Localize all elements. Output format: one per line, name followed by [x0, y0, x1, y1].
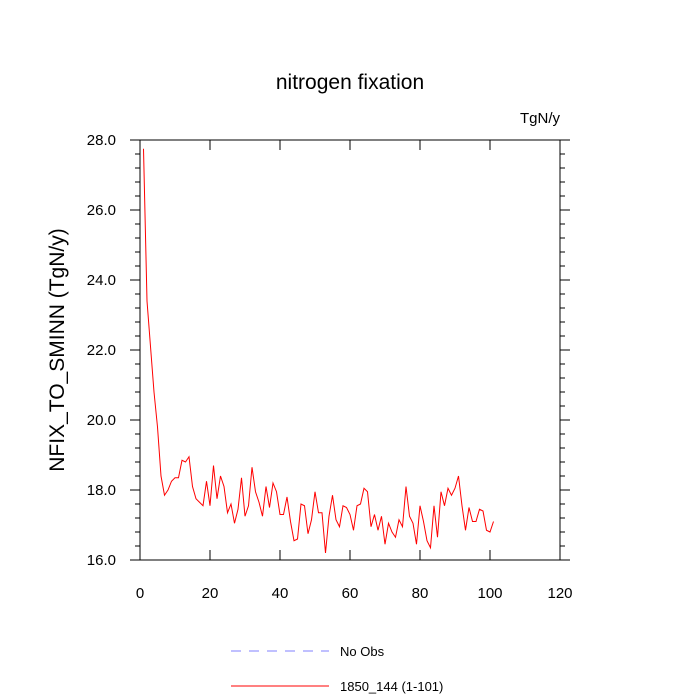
y-tick-label: 16.0	[87, 552, 116, 569]
y-tick-label: 28.0	[87, 132, 116, 149]
series-line-1	[143, 148, 494, 554]
x-tick-label: 40	[272, 585, 289, 602]
y-tick-label: 22.0	[87, 342, 116, 359]
y-tick-label: 26.0	[87, 202, 116, 219]
y-axis: 16.0 18.0 20.0 22.0 24.0 26.0 28.0	[87, 132, 570, 569]
series-group	[143, 148, 494, 554]
units-label: TgN/y	[520, 110, 561, 127]
legend-label: No Obs	[340, 644, 385, 659]
x-tick-label: 80	[412, 585, 429, 602]
x-tick-label: 120	[547, 585, 572, 602]
x-axis: 0 20 40 60 80 100 120	[136, 140, 573, 602]
plot-frame	[139, 139, 561, 561]
x-tick-label: 0	[136, 585, 144, 602]
y-axis-label: NFIX_TO_SMINN (TgN/y)	[46, 228, 69, 471]
x-tick-label: 20	[202, 585, 219, 602]
y-tick-label: 24.0	[87, 272, 116, 289]
legend: No Obs 1850_144 (1-101)	[231, 644, 443, 694]
chart-title: nitrogen fixation	[276, 71, 424, 94]
legend-label: 1850_144 (1-101)	[340, 679, 443, 694]
x-tick-label: 60	[342, 585, 359, 602]
y-tick-label: 18.0	[87, 482, 116, 499]
x-tick-label: 100	[477, 585, 502, 602]
y-tick-label: 20.0	[87, 412, 116, 429]
